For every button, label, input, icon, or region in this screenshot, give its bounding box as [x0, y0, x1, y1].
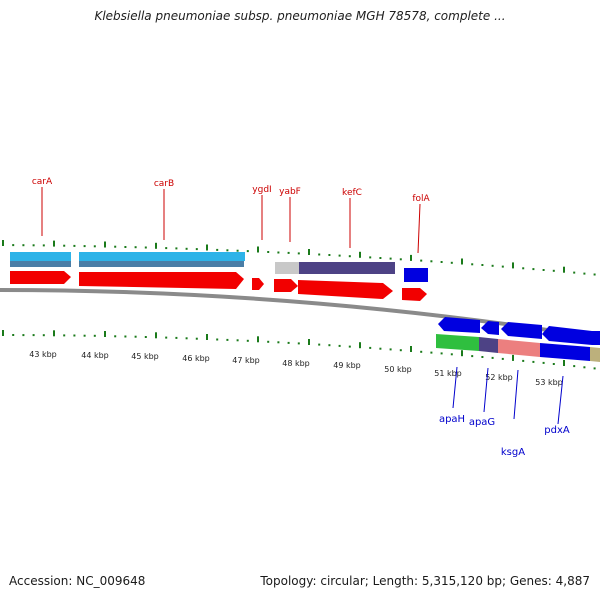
forward-features [10, 252, 428, 301]
cds-ksgA[interactable] [498, 339, 540, 357]
gene-arrow-yabF[interactable] [274, 279, 298, 292]
accession-label: Accession: NC_009648 [9, 574, 146, 588]
upper-tick-ring [2, 240, 596, 276]
forward-gene-labels: carA carB ygdI yabF kefC folA [32, 177, 431, 254]
gene-label-carA[interactable]: carA [32, 177, 53, 187]
gene-arrow-rev-5[interactable] [592, 331, 600, 345]
cds-track-blue[interactable] [10, 252, 71, 261]
gene-label-pdxA[interactable]: pdxA [544, 425, 570, 436]
leader-line [513, 369, 519, 420]
kbp-label: 50 kbp [384, 365, 412, 374]
gene-label-carB[interactable]: carB [154, 179, 174, 189]
gene-arrow-ygdI[interactable] [252, 278, 264, 290]
gene-arrow-rev-2[interactable] [481, 321, 499, 335]
kbp-label: 44 kbp [81, 351, 109, 360]
gene-label-ksgA[interactable]: ksgA [501, 447, 525, 458]
cds-track-steel[interactable] [10, 261, 71, 267]
reverse-gene-labels: apaH apaG ksgA pdxA [439, 366, 570, 458]
leader-line [557, 375, 564, 425]
kbp-label: 48 kbp [282, 359, 310, 368]
gene-arrow-rev-3[interactable] [501, 322, 542, 339]
reverse-features [436, 317, 600, 362]
gene-arrow-folA[interactable] [402, 288, 427, 301]
topology-summary: Topology: circular; Length: 5,315,120 bp… [260, 574, 590, 588]
gene-label-yabF[interactable]: yabF [279, 187, 301, 197]
gene-label-apaG[interactable]: apaG [469, 417, 495, 428]
feature-purple[interactable] [299, 262, 395, 274]
cds-pdxA[interactable] [540, 343, 590, 361]
leader-line [417, 203, 421, 254]
cds-apaH[interactable] [436, 334, 479, 351]
gene-label-kefC[interactable]: kefC [342, 188, 362, 198]
cds-apaG[interactable] [479, 337, 498, 353]
gene-arrow-rev-4[interactable] [542, 326, 592, 345]
feature-blue[interactable] [404, 268, 428, 282]
kbp-label: 43 kbp [29, 350, 57, 359]
gene-arrow-carA[interactable] [10, 271, 71, 284]
leader-line [483, 367, 489, 413]
feature-gray[interactable] [275, 262, 299, 274]
kbp-label: 52 kbp [485, 373, 513, 382]
gene-arrow-rev-1[interactable] [438, 317, 480, 333]
kbp-scale: 43 kbp 44 kbp 45 kbp 46 kbp 47 kbp 48 kb… [29, 350, 563, 387]
cds-tail[interactable] [590, 347, 600, 362]
kbp-label: 45 kbp [131, 352, 159, 361]
cds-track-steel[interactable] [79, 261, 244, 267]
kbp-label: 51 kbp [434, 369, 462, 378]
kbp-label: 46 kbp [182, 354, 210, 363]
kbp-label: 49 kbp [333, 361, 361, 370]
gene-label-ygdI[interactable]: ygdI [252, 185, 271, 195]
leader-line [452, 366, 458, 409]
kbp-label: 47 kbp [232, 356, 260, 365]
gene-label-folA[interactable]: folA [412, 194, 430, 204]
lower-tick-ring [2, 330, 596, 370]
cds-track-blue[interactable] [79, 252, 245, 261]
map-title: Klebsiella pneumoniae subsp. pneumoniae … [94, 9, 506, 23]
gene-arrow-kefC[interactable] [298, 280, 393, 299]
gene-label-apaH[interactable]: apaH [439, 414, 465, 425]
gene-arrow-carB[interactable] [79, 272, 244, 289]
kbp-label: 53 kbp [535, 378, 563, 387]
